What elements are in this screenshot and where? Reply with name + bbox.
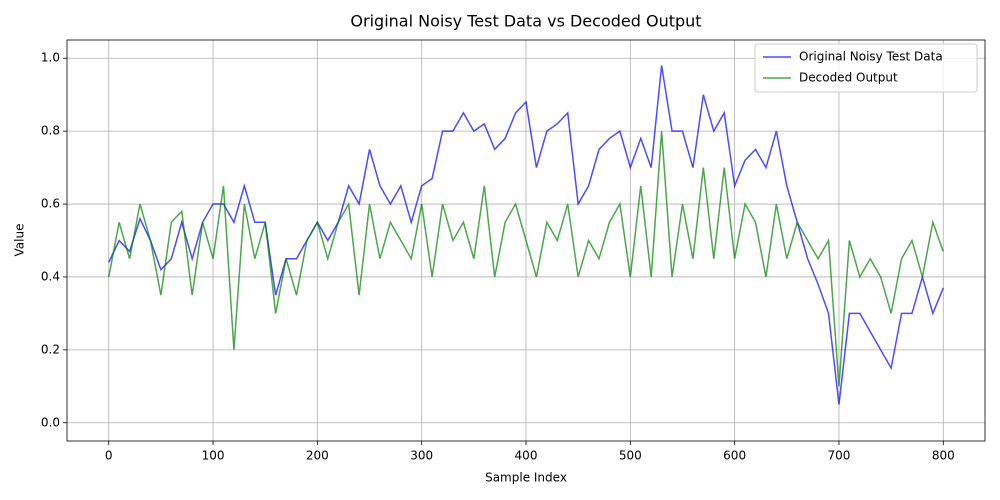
legend-box — [754, 43, 978, 93]
legend-label: Decoded Output — [799, 71, 898, 85]
x-tick-label: 200 — [306, 449, 329, 463]
y-tick-label: 0.6 — [41, 197, 60, 211]
legend-label: Original Noisy Test Data — [799, 50, 943, 64]
chart-title: Original Noisy Test Data vs Decoded Outp… — [350, 12, 701, 31]
plot-frame — [66, 39, 986, 442]
x-tick-label: 600 — [723, 449, 746, 463]
x-tick-label: 100 — [202, 449, 225, 463]
y-tick-label: 0.4 — [41, 269, 60, 283]
y-tick-label: 0.8 — [41, 124, 60, 138]
y-tick-label: 0.0 — [41, 415, 60, 429]
x-tick-label: 700 — [828, 449, 851, 463]
x-tick-label: 0 — [105, 449, 113, 463]
data-line — [107, 131, 944, 387]
x-tick-label: 400 — [515, 449, 538, 463]
x-tick-label: 300 — [410, 449, 433, 463]
y-tick-label: 0.2 — [41, 342, 60, 356]
x-tick-label: 500 — [619, 449, 642, 463]
legend: Original Noisy Test Data Decoded Output — [754, 43, 978, 93]
data-line — [108, 65, 944, 405]
x-tick-label: 800 — [932, 449, 955, 463]
y-tick-label: 1.0 — [41, 51, 60, 65]
x-axis-label: Sample Index — [485, 471, 567, 485]
y-axis-label: Value — [13, 224, 27, 257]
